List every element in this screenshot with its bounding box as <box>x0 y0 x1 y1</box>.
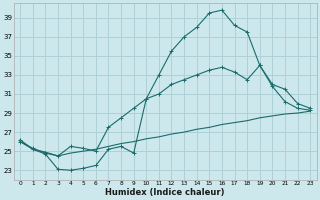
X-axis label: Humidex (Indice chaleur): Humidex (Indice chaleur) <box>106 188 225 197</box>
